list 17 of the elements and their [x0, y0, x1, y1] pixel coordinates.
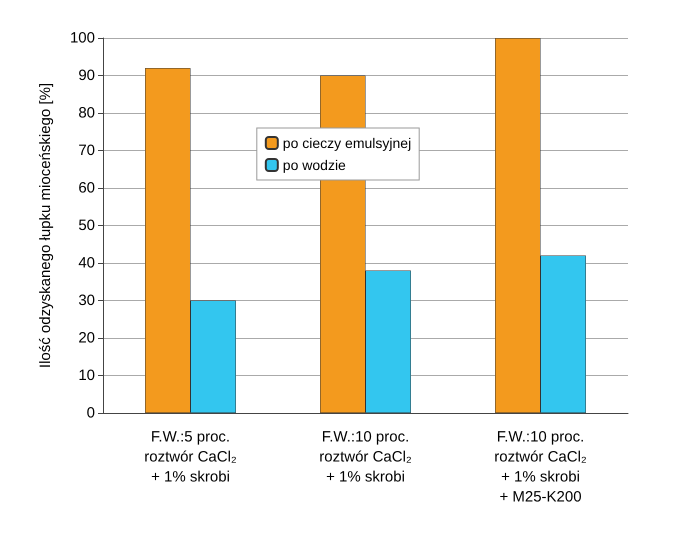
- y-tick-label: 40: [78, 254, 95, 272]
- x-tick-label: F.W.:5 proc. roztwór CaCl₂ + 1% skrobi: [144, 428, 237, 486]
- y-tick-label: 90: [78, 67, 95, 84]
- y-tick-label: 70: [78, 142, 95, 159]
- y-tick-label: 60: [78, 180, 95, 196]
- legend-label: po cieczy emulsyjnej: [282, 135, 412, 151]
- legend-label: po wodzie: [282, 157, 346, 173]
- x-tick-label: F.W.:10 proc. roztwór CaCl₂ + 1% skrobi: [319, 428, 412, 486]
- x-tick-label: F.W.:10 proc. roztwór CaCl₂ + 1% skrobi + M25-K200: [494, 428, 587, 506]
- y-tick-label: 100: [70, 30, 95, 46]
- y-tick-label: 30: [78, 292, 95, 309]
- y-tick-label: 50: [78, 217, 95, 234]
- y-tick-label: 80: [78, 104, 95, 122]
- y-tick-label: 0: [86, 404, 95, 422]
- y-axis-title: Ilość odzyskanego łupku mioceńskiego [%]: [37, 82, 54, 368]
- y-tick-label: 20: [78, 330, 95, 346]
- y-tick-label: 10: [78, 367, 95, 384]
